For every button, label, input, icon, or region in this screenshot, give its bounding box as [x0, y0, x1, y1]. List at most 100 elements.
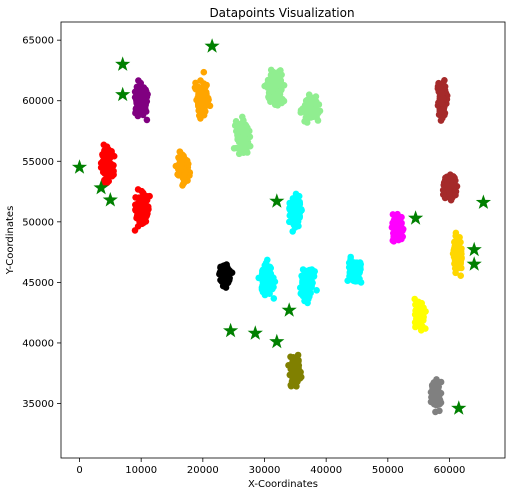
- data-point: [179, 156, 186, 164]
- chart-title: Datapoints Visualization: [209, 6, 354, 20]
- data-point: [295, 215, 302, 222]
- data-point: [192, 79, 199, 87]
- data-point: [263, 262, 271, 270]
- centroid-star: [408, 210, 424, 225]
- y-axis-label: Y-Coordinates: [5, 206, 16, 276]
- centroid-star: [115, 86, 131, 102]
- centroid-star: [115, 56, 131, 71]
- data-point: [137, 203, 145, 210]
- data-point: [452, 229, 460, 237]
- data-point: [182, 168, 189, 176]
- data-point: [455, 264, 462, 272]
- data-point: [314, 117, 322, 124]
- data-point: [198, 108, 205, 115]
- data-point: [280, 97, 288, 105]
- data-point: [264, 267, 271, 275]
- plot-frame: [60, 21, 506, 459]
- point-cluster: [97, 141, 118, 186]
- data-point: [197, 77, 204, 84]
- point-cluster: [131, 77, 151, 124]
- data-point: [179, 174, 187, 182]
- data-point: [230, 145, 238, 152]
- data-point: [347, 256, 354, 263]
- data-point: [289, 219, 297, 227]
- data-point: [133, 83, 141, 91]
- data-point: [239, 113, 246, 121]
- data-point: [138, 94, 146, 101]
- data-point: [198, 98, 206, 106]
- point-cluster: [434, 77, 451, 124]
- centroid-star: [451, 400, 467, 415]
- data-point: [441, 77, 448, 84]
- point-cluster: [297, 91, 324, 126]
- y-tick-label: 45000: [22, 278, 54, 289]
- data-point: [240, 149, 247, 156]
- data-point: [266, 290, 273, 298]
- y-tick-label: 65000: [22, 36, 54, 47]
- data-point: [353, 270, 361, 278]
- x-tick-label: 0: [76, 465, 82, 476]
- centroid-star: [247, 325, 263, 340]
- data-point: [458, 250, 465, 258]
- y-tick-label: 55000: [22, 157, 54, 168]
- data-point: [179, 151, 186, 159]
- data-point: [311, 268, 319, 275]
- data-point: [267, 98, 274, 105]
- data-point: [287, 207, 294, 214]
- data-point: [101, 170, 109, 177]
- data-point: [435, 391, 442, 398]
- data-point: [452, 242, 459, 249]
- data-point: [434, 385, 442, 392]
- data-point: [101, 179, 108, 186]
- data-point: [418, 299, 426, 307]
- point-cluster: [172, 148, 194, 189]
- data-point: [239, 138, 247, 145]
- centroid-star: [102, 192, 118, 207]
- data-point: [286, 371, 294, 379]
- x-tick-label: 20000: [187, 465, 219, 476]
- centroid-star: [269, 333, 285, 349]
- data-point: [278, 71, 285, 79]
- point-cluster: [297, 266, 320, 307]
- data-point: [303, 119, 311, 126]
- point-cluster: [255, 256, 279, 302]
- x-tick-label: 30000: [249, 465, 281, 476]
- data-point: [307, 114, 315, 121]
- data-point: [200, 68, 208, 76]
- point-cluster: [449, 229, 465, 280]
- data-point: [290, 212, 297, 219]
- data-point: [142, 108, 149, 115]
- data-point: [450, 173, 457, 180]
- y-tick-label: 35000: [22, 399, 54, 410]
- data-point: [293, 197, 301, 205]
- data-point: [106, 155, 113, 162]
- data-point: [413, 315, 420, 323]
- data-point: [436, 407, 443, 415]
- data-point: [292, 378, 300, 385]
- point-cluster: [344, 253, 365, 286]
- data-point: [275, 96, 282, 104]
- data-point: [135, 77, 142, 84]
- data-point: [270, 78, 278, 85]
- data-point: [299, 273, 306, 281]
- data-point: [138, 100, 146, 108]
- data-point: [134, 186, 142, 193]
- x-tick-label: 10000: [125, 465, 157, 476]
- data-point: [437, 108, 444, 115]
- data-point: [293, 357, 301, 364]
- data-point: [316, 107, 324, 115]
- centroid-star: [269, 193, 285, 208]
- data-point: [395, 236, 402, 243]
- data-point: [276, 81, 283, 89]
- data-point: [246, 142, 253, 150]
- data-point: [438, 99, 445, 107]
- data-point: [287, 382, 295, 390]
- data-point: [287, 365, 295, 373]
- data-point: [140, 212, 148, 219]
- data-point: [445, 183, 453, 191]
- data-point: [297, 373, 305, 381]
- data-point: [307, 95, 315, 103]
- data-point: [419, 323, 426, 330]
- data-point: [266, 281, 274, 289]
